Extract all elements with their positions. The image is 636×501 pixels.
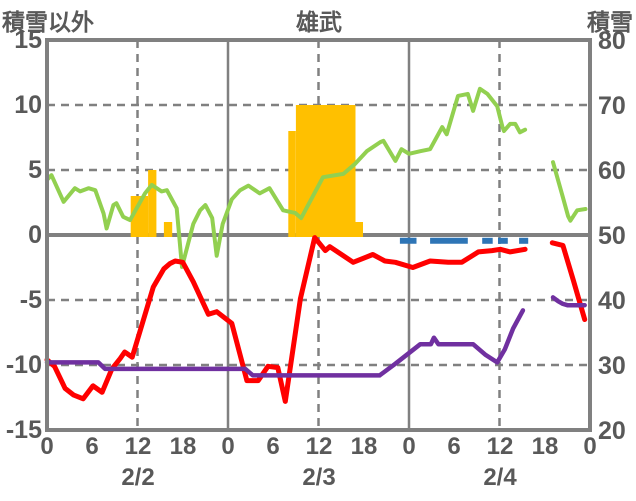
hour-tick-label: 18: [350, 433, 378, 460]
left-axis-title: 積雪以外: [2, 9, 94, 35]
hour-tick-label: 0: [402, 433, 416, 460]
hour-tick-label: 0: [583, 433, 597, 460]
line_green-polyline: [45, 86, 528, 269]
hour-tick-label: 0: [40, 433, 54, 460]
right-axis-title: 積雪: [587, 9, 633, 35]
hour-tick-label: 12: [124, 433, 152, 460]
hour-tick-label: 12: [305, 433, 333, 460]
line_red-polyline: [549, 240, 588, 322]
date-label: 2/3: [302, 464, 336, 491]
right-axis-tick-label: 70: [598, 92, 626, 120]
hour-tick-label: 6: [447, 433, 461, 460]
left-axis-tick-label: 10: [14, 91, 42, 119]
right-axis-tick-label: 20: [598, 417, 626, 445]
chart-title: 雄武: [296, 9, 342, 35]
line_red-polyline: [44, 235, 528, 404]
line_green-polyline: [551, 160, 588, 223]
left-axis-tick-label: 0: [28, 221, 42, 249]
left-axis-tick-label: -10: [5, 351, 42, 379]
left-axis-tick-label: 15: [14, 26, 42, 54]
plot-border: [45, 38, 592, 432]
right-axis-tick-label: 80: [598, 27, 626, 55]
hour-tick-label: 18: [169, 433, 197, 460]
left-axis-tick-label: -15: [5, 416, 42, 444]
date-label: 2/2: [121, 464, 155, 491]
snowfall-bar: [163, 222, 173, 237]
snowfall-bar: [355, 222, 363, 237]
hour-tick-label: 0: [221, 433, 235, 460]
snowfall-bar: [148, 170, 157, 237]
left-axis-tick-label: 5: [28, 156, 42, 184]
line_purple-polyline: [550, 295, 587, 308]
snowfall-bar: [288, 131, 296, 237]
hour-tick-label: 12: [486, 433, 514, 460]
right-axis-tick-label: 50: [598, 222, 626, 250]
hour-tick-label: 18: [531, 433, 559, 460]
line_purple-polyline: [44, 308, 526, 378]
left-axis-tick-label: -5: [19, 286, 42, 314]
hour-tick-label: 6: [266, 433, 280, 460]
hour-tick-label: 6: [85, 433, 99, 460]
right-axis-tick-label: 40: [598, 287, 626, 315]
date-label: 2/4: [483, 464, 517, 491]
right-axis-tick-label: 30: [598, 352, 626, 380]
snowfall-bar: [130, 196, 148, 237]
right-axis-tick-label: 60: [598, 157, 626, 185]
